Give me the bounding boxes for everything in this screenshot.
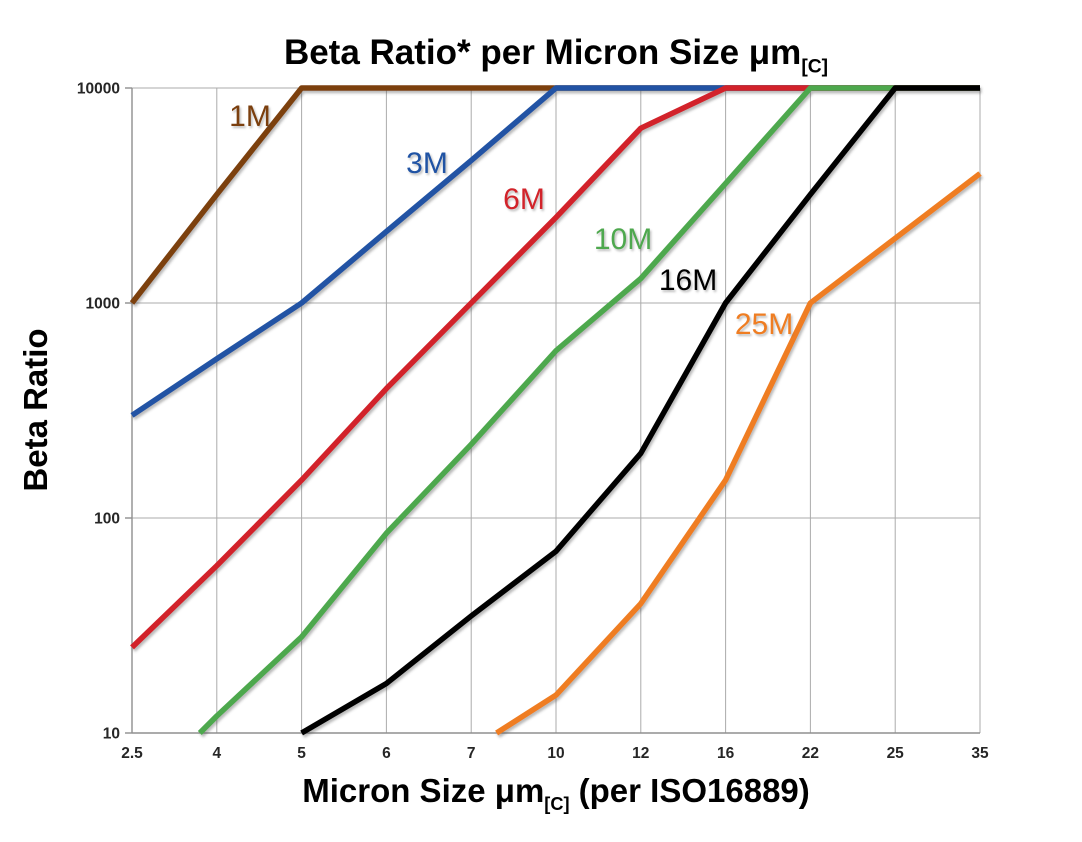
x-tick-label: 22 [802, 745, 819, 762]
y-tick-label: 10000 [77, 81, 120, 98]
x-tick-label: 12 [632, 745, 649, 762]
x-axis-title-suffix: (per ISO16889) [569, 772, 810, 809]
y-tick-label: 100 [94, 511, 120, 528]
x-tick-label: 10 [547, 745, 564, 762]
x-tick-label: 4 [212, 745, 221, 762]
series-line-25M [495, 171, 982, 736]
x-tick-label: 5 [297, 745, 306, 762]
x-axis-title-text: Micron Size μm [302, 772, 545, 809]
x-tick-label: 2.5 [121, 745, 143, 762]
x-tick-label: 35 [971, 745, 989, 762]
chart-title-subscript: [C] [801, 56, 829, 78]
x-tick-label: 6 [382, 745, 391, 762]
y-tick-label: 10 [103, 726, 120, 743]
x-axis-title: Micron Size μm[C] (per ISO16889) [132, 772, 980, 815]
series-lines [129, 85, 982, 736]
x-tick-label: 16 [717, 745, 735, 762]
x-tick-label: 7 [467, 745, 476, 762]
x-axis-title-subscript: [C] [544, 794, 570, 815]
chart-title-text: Beta Ratio* per Micron Size μm [283, 33, 802, 72]
series-line-16M [300, 85, 980, 736]
axes [125, 87, 980, 734]
y-tick-label: 1000 [86, 296, 120, 313]
x-tick-label: 25 [887, 745, 905, 762]
gridlines [131, 87, 981, 734]
series-line-10M [197, 85, 980, 735]
chart-title: Beta Ratio* per Micron Size μm[C] [132, 33, 980, 79]
